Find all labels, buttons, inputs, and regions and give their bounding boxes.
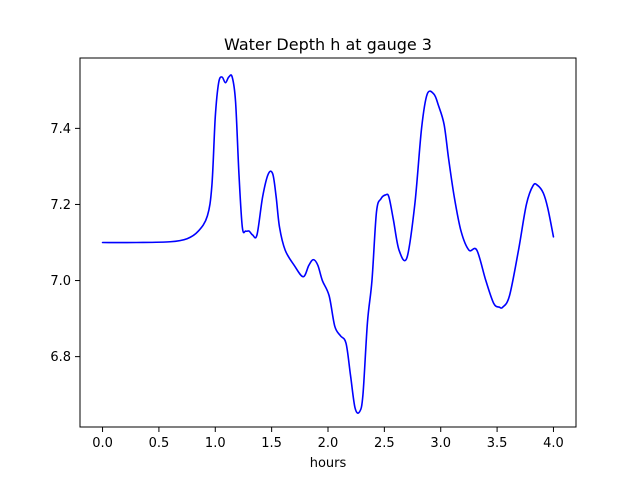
- chart-title: Water Depth h at gauge 3: [224, 35, 432, 54]
- y-tick-label: 7.0: [50, 274, 71, 289]
- x-axis-label: hours: [310, 456, 347, 471]
- x-tick-label: 1.5: [261, 436, 282, 451]
- x-tick-label: 3.0: [430, 436, 451, 451]
- y-tick-label: 7.4: [50, 122, 71, 137]
- y-tick-label: 6.8: [50, 350, 71, 365]
- x-tick-label: 0.0: [92, 436, 113, 451]
- y-ticks: 6.8 7.0 7.2 7.4: [50, 122, 80, 365]
- series-layer: [101, 74, 555, 414]
- x-tick-label: 1.0: [205, 436, 226, 451]
- x-ticks: 0.0 0.5 1.0 1.5 2.0 2.5 3.0 3.5 4.0: [92, 427, 564, 451]
- x-tick-label: 0.5: [149, 436, 170, 451]
- x-tick-label: 2.0: [318, 436, 339, 451]
- x-tick-label: 3.5: [487, 436, 508, 451]
- x-tick-label: 4.0: [543, 436, 564, 451]
- x-tick-label: 2.5: [374, 436, 395, 451]
- series-line: [101, 74, 555, 414]
- y-tick-label: 7.2: [50, 198, 71, 213]
